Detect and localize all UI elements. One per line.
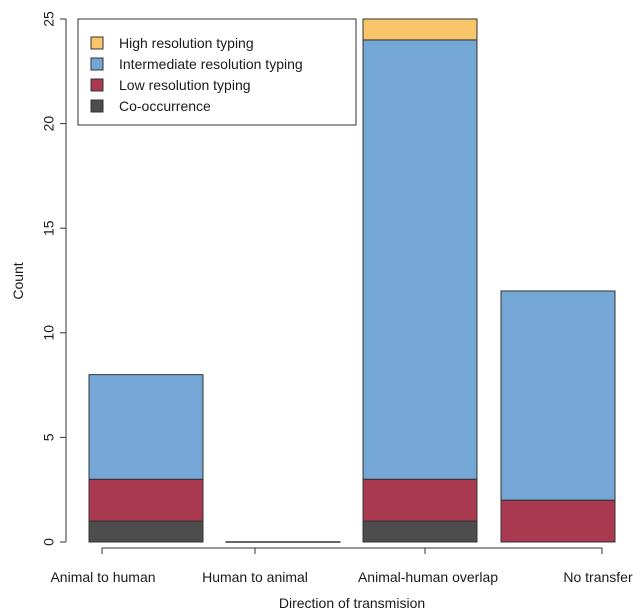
y-axis-title: Count [10,262,26,299]
x-axis-title: Direction of transmision [279,595,425,611]
bars-group [88,18,616,543]
legend-label-high-resolution-typing: High resolution typing [119,35,254,51]
x-tick-label: Animal-human overlap [358,569,498,585]
legend-box [77,18,357,126]
bar-animal-human-overlap-co-occurrence [362,520,478,543]
bar-no-transfer-low-resolution-typing [500,499,616,543]
bar-no-transfer-intermediate-resolution-typing [500,290,616,501]
legend-swatch-intermediate-resolution-typing [90,57,104,71]
bar-animal-human-overlap-high-resolution-typing [362,18,478,41]
bar-animal-to-human-intermediate-resolution-typing [88,374,204,480]
legend-label-intermediate-resolution-typing: Intermediate resolution typing [119,56,303,72]
y-tick-label: 20 [41,116,57,132]
legend-swatch-high-resolution-typing [90,36,104,50]
y-tick-label: 5 [41,433,57,441]
bar-animal-human-overlap-intermediate-resolution-typing [362,39,478,480]
y-tick-label: 0 [41,538,57,546]
x-tick-label: Human to animal [202,569,308,585]
x-axis-ticks: Animal to human Human to animal Animal-hum… [50,548,633,585]
y-tick-label: 25 [41,11,57,27]
bar-empty-human-to-animal [225,541,341,543]
bar-animal-to-human-low-resolution-typing [88,478,204,522]
legend-swatch-co-occurrence [90,99,104,113]
bar-animal-to-human-co-occurrence [88,520,204,543]
legend-swatch-low-resolution-typing [90,78,104,92]
legend-label-co-occurrence: Co-occurrence [119,98,211,114]
legend-label-low-resolution-typing: Low resolution typing [119,77,251,93]
y-tick-label: 10 [41,325,57,341]
x-tick-label: Animal to human [50,569,155,585]
y-axis-ticks: 0 5 10 15 20 25 [41,11,66,546]
y-tick-label: 15 [41,220,57,236]
bar-animal-human-overlap-low-resolution-typing [362,478,478,522]
legend: High resolution typing Intermediate resol… [77,18,357,126]
x-tick-label: No transfer [563,569,633,585]
